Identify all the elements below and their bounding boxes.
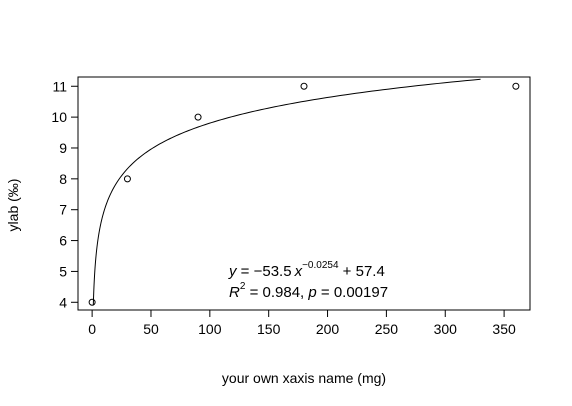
- plot-frame: [77, 76, 531, 311]
- y-tick-label: 8: [59, 171, 67, 187]
- y-tick-label: 4: [59, 294, 67, 310]
- x-axis: 0 50 100 150 200 250 300 350: [88, 310, 516, 337]
- data-point: [194, 113, 202, 121]
- x-axis-title: your own xaxis name (mg): [222, 370, 386, 386]
- x-tick-label: 300: [434, 321, 458, 337]
- y-tick-label: 11: [52, 78, 67, 94]
- data-point: [123, 175, 131, 183]
- y-axis-title: ylab (‰): [5, 179, 21, 232]
- x-tick-label: 0: [88, 321, 96, 337]
- data-points: [88, 82, 520, 306]
- x-tick-label: 150: [257, 321, 281, 337]
- y-tick-label: 9: [59, 140, 67, 156]
- data-point: [88, 298, 96, 306]
- fit-statistics: R2 = 0.984, p = 0.00197: [229, 281, 388, 301]
- x-tick-label: 50: [143, 321, 159, 337]
- x-tick-label: 100: [198, 321, 222, 337]
- fit-curve: [92, 78, 481, 306]
- data-point: [512, 82, 520, 90]
- y-axis: 4 5 6 7 8 9 10 11: [51, 78, 78, 310]
- x-tick-label: 350: [492, 321, 516, 337]
- y-tick-label: 7: [59, 202, 67, 218]
- y-tick-label: 5: [59, 263, 67, 279]
- fit-equation: y = −53.5 x−0.0254 + 57.4: [228, 260, 385, 280]
- data-point: [300, 82, 308, 90]
- x-tick-label: 200: [316, 321, 340, 337]
- y-tick-label: 6: [59, 233, 67, 249]
- x-tick-label: 250: [375, 321, 399, 337]
- y-tick-label: 10: [51, 109, 67, 125]
